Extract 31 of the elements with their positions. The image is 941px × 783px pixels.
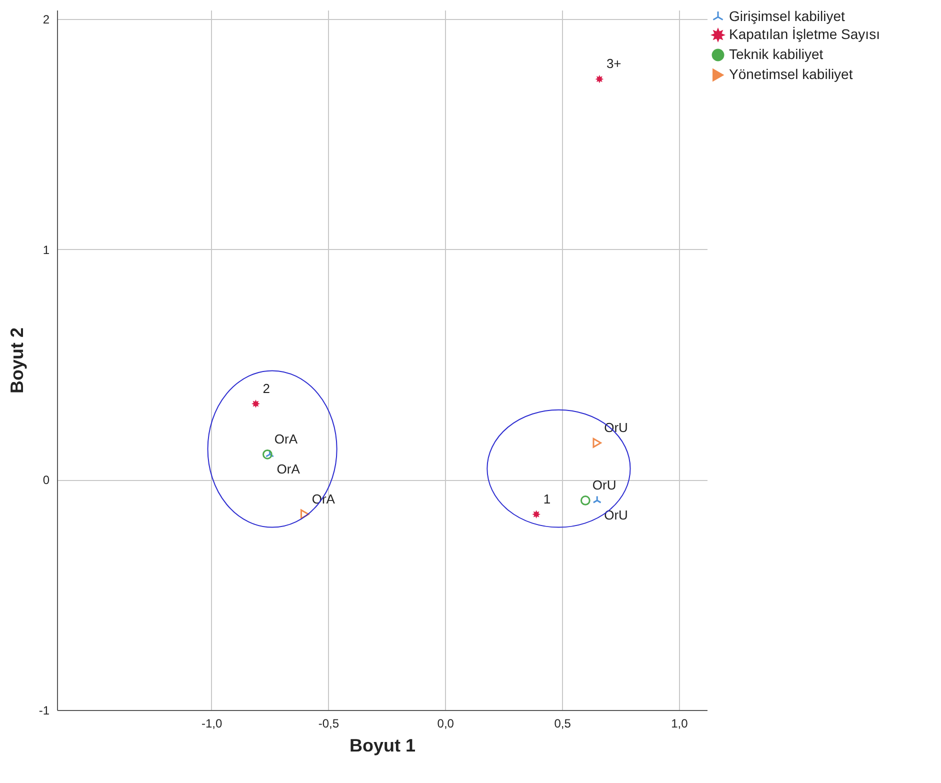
- x-tick-label: 0,0: [437, 716, 454, 730]
- point: [265, 449, 274, 458]
- annotation: 1: [543, 491, 551, 506]
- legend-label: Teknik kabiliyet: [729, 46, 824, 62]
- legend-label: Yönetimsel kabiliyet: [729, 66, 853, 82]
- point: [532, 510, 540, 518]
- x-tick-label: -0,5: [318, 716, 340, 730]
- y-tick-label: 1: [42, 242, 50, 257]
- point: [262, 449, 272, 460]
- point: [595, 74, 604, 84]
- y-axis-title: Boyut 2: [6, 327, 27, 394]
- y-tick-label: -1: [38, 704, 50, 718]
- legend-label: Girişimsel kabiliyet: [729, 8, 846, 24]
- x-tick-label: 1,0: [671, 716, 688, 730]
- point: [592, 438, 602, 448]
- y-tick-label: 2: [42, 12, 50, 27]
- annotation: OrA: [276, 461, 300, 476]
- x-axis-title: Boyut 1: [349, 736, 416, 756]
- annotation: OrA: [274, 431, 298, 446]
- annotation: 2: [262, 380, 270, 396]
- point: [580, 496, 590, 506]
- annotation: OrU: [604, 507, 628, 522]
- point: [252, 400, 260, 408]
- annotation: OrU: [592, 477, 616, 492]
- x-tick-label: -1,0: [201, 716, 222, 730]
- point: [300, 509, 310, 520]
- x-tick-label: 0,5: [554, 716, 572, 730]
- point: [592, 496, 602, 504]
- y-tick-label: 0: [42, 473, 50, 488]
- annotation: 3+: [606, 56, 622, 72]
- legend-label: Kapatılan İşletme Sayısı: [729, 26, 880, 42]
